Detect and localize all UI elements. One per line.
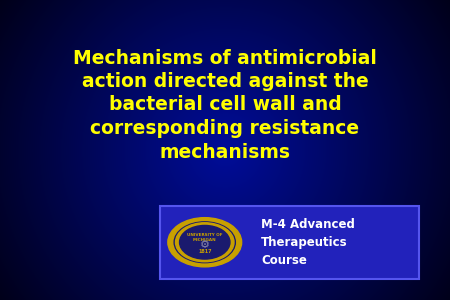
Text: M-4 Advanced
Therapeutics
Course: M-4 Advanced Therapeutics Course	[261, 218, 355, 267]
Circle shape	[168, 218, 242, 267]
Circle shape	[176, 223, 234, 262]
Text: UNIVERSITY OF: UNIVERSITY OF	[187, 233, 222, 237]
Text: ⚙: ⚙	[200, 240, 210, 250]
FancyBboxPatch shape	[160, 206, 419, 279]
Circle shape	[174, 222, 235, 263]
Circle shape	[180, 226, 230, 259]
Text: MICHIGAN: MICHIGAN	[193, 238, 216, 242]
Text: 1817: 1817	[198, 249, 212, 254]
Text: Mechanisms of antimicrobial
action directed against the
bacterial cell wall and
: Mechanisms of antimicrobial action direc…	[73, 49, 377, 161]
